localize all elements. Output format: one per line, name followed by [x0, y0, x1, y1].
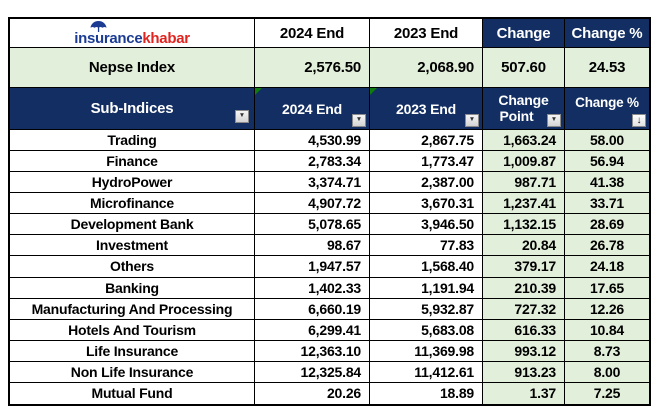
cell-index-name[interactable]: Development Bank [10, 214, 255, 236]
cell-2023-end[interactable]: 1,191.94 [370, 277, 483, 299]
cell-index-name[interactable]: Mutual Fund [10, 382, 255, 404]
cell-change-point[interactable]: 1,009.87 [483, 151, 565, 173]
subheader-cell-sub-indices[interactable]: Sub-Indices ▼ [10, 88, 255, 130]
cell-change-point[interactable]: 913.23 [483, 361, 565, 383]
header-cell-change[interactable]: Change [483, 19, 565, 48]
cell-2023-end[interactable]: 2,387.00 [370, 172, 483, 194]
cell-2023-end[interactable]: 1,568.40 [370, 256, 483, 278]
subheader-cell-change-pct[interactable]: Change % ↓ [565, 88, 649, 130]
subheader-2024-label: 2024 End [282, 100, 342, 117]
subheader-change-pct-label: Change % [575, 95, 639, 110]
nepse-indices-table: insurancekhabar 2024 End 2023 End Change… [8, 17, 651, 406]
subheader-cell-2023-end[interactable]: 2023 End ▼ [370, 88, 483, 130]
cell-change-pct[interactable]: 12.26 [565, 298, 649, 320]
subheader-label: Sub-Indices [90, 100, 174, 117]
cell-change-pct[interactable]: 7.25 [565, 382, 649, 404]
cell-2023-end[interactable]: 1,773.47 [370, 151, 483, 173]
cell-2024-end[interactable]: 4,530.99 [255, 130, 370, 152]
cell-change-pct[interactable]: 8.00 [565, 361, 649, 383]
cell-change-point[interactable]: 727.32 [483, 298, 565, 320]
cell-index-name[interactable]: Hotels And Tourism [10, 319, 255, 341]
summary-cell-change-pct[interactable]: 24.53 [565, 48, 649, 88]
subheader-change-line1: Change [498, 92, 549, 109]
cell-2024-end[interactable]: 1,947.57 [255, 256, 370, 278]
cell-change-pct[interactable]: 58.00 [565, 130, 649, 152]
filter-dropdown-icon[interactable]: ▼ [352, 114, 366, 127]
cell-2023-end[interactable]: 11,412.61 [370, 361, 483, 383]
cell-index-name[interactable]: Finance [10, 151, 255, 173]
cell-change-pct[interactable]: 17.65 [565, 277, 649, 299]
cell-change-point[interactable]: 987.71 [483, 172, 565, 194]
cell-2024-end[interactable]: 6,660.19 [255, 298, 370, 320]
cell-change-point[interactable]: 616.33 [483, 319, 565, 341]
cell-change-point[interactable]: 1,132.15 [483, 214, 565, 236]
logo-text-khabar: khabar [142, 29, 190, 47]
insurancekhabar-logo: insurancekhabar [74, 20, 190, 47]
cell-change-pct[interactable]: 28.69 [565, 214, 649, 236]
cell-change-point[interactable]: 379.17 [483, 256, 565, 278]
cell-2024-end[interactable]: 12,325.84 [255, 361, 370, 383]
cell-change-pct[interactable]: 10.84 [565, 319, 649, 341]
subheader-cell-2024-end[interactable]: 2024 End ▼ [255, 88, 370, 130]
umbrella-icon [90, 20, 106, 32]
cell-change-pct[interactable]: 41.38 [565, 172, 649, 194]
cell-2024-end[interactable]: 4,907.72 [255, 193, 370, 215]
cell-change-point[interactable]: 20.84 [483, 235, 565, 257]
cell-2024-end[interactable]: 6,299.41 [255, 319, 370, 341]
cell-2023-end[interactable]: 3,670.31 [370, 193, 483, 215]
subheader-cell-change-point[interactable]: Change Point ▼ [483, 88, 565, 130]
cell-2023-end[interactable]: 18.89 [370, 382, 483, 404]
cell-2024-end[interactable]: 1,402.33 [255, 277, 370, 299]
sort-descending-filter-icon[interactable]: ↓ [632, 114, 646, 127]
header-cell-2024-end[interactable]: 2024 End [255, 19, 370, 48]
cell-change-pct[interactable]: 26.78 [565, 235, 649, 257]
cell-2024-end[interactable]: 2,783.34 [255, 151, 370, 173]
cell-change-point[interactable]: 993.12 [483, 340, 565, 362]
cell-index-name[interactable]: Non Life Insurance [10, 361, 255, 383]
cell-flag-triangle-icon [255, 88, 262, 95]
summary-cell-2024[interactable]: 2,576.50 [255, 48, 370, 88]
cell-change-point[interactable]: 210.39 [483, 277, 565, 299]
cell-index-name[interactable]: Microfinance [10, 193, 255, 215]
cell-index-name[interactable]: HydroPower [10, 172, 255, 194]
cell-change-pct[interactable]: 33.71 [565, 193, 649, 215]
cell-change-point[interactable]: 1,237.41 [483, 193, 565, 215]
cell-index-name[interactable]: Others [10, 256, 255, 278]
cell-2023-end[interactable]: 11,369.98 [370, 340, 483, 362]
filter-dropdown-icon[interactable]: ▼ [465, 114, 479, 127]
cell-index-name[interactable]: Investment [10, 235, 255, 257]
header-cell-change-pct[interactable]: Change % [565, 19, 649, 48]
cell-2023-end[interactable]: 77.83 [370, 235, 483, 257]
logo-text-insurance: insurance [74, 29, 143, 47]
cell-2023-end[interactable]: 2,867.75 [370, 130, 483, 152]
cell-2023-end[interactable]: 5,683.08 [370, 319, 483, 341]
subheader-2023-label: 2023 End [396, 100, 456, 117]
summary-cell-change[interactable]: 507.60 [483, 48, 565, 88]
cell-change-point[interactable]: 1,663.24 [483, 130, 565, 152]
cell-flag-triangle-icon [370, 88, 377, 95]
cell-2024-end[interactable]: 98.67 [255, 235, 370, 257]
cell-change-point[interactable]: 1.37 [483, 382, 565, 404]
header-cell-2023-end[interactable]: 2023 End [370, 19, 483, 48]
cell-index-name[interactable]: Trading [10, 130, 255, 152]
summary-cell-2023[interactable]: 2,068.90 [370, 48, 483, 88]
cell-change-pct[interactable]: 56.94 [565, 151, 649, 173]
cell-change-pct[interactable]: 24.18 [565, 256, 649, 278]
cell-2024-end[interactable]: 5,078.65 [255, 214, 370, 236]
cell-2023-end[interactable]: 3,946.50 [370, 214, 483, 236]
summary-cell-label[interactable]: Nepse Index [10, 48, 255, 88]
cell-change-pct[interactable]: 8.73 [565, 340, 649, 362]
subheader-change-line2: Point [499, 107, 534, 124]
cell-2023-end[interactable]: 5,932.87 [370, 298, 483, 320]
cell-2024-end[interactable]: 3,374.71 [255, 172, 370, 194]
cell-index-name[interactable]: Manufacturing And Processing [10, 298, 255, 320]
logo-cell: insurancekhabar [10, 19, 255, 48]
filter-dropdown-icon[interactable]: ▼ [547, 114, 561, 127]
cell-2024-end[interactable]: 12,363.10 [255, 340, 370, 362]
cell-index-name[interactable]: Life Insurance [10, 340, 255, 362]
cell-2024-end[interactable]: 20.26 [255, 382, 370, 404]
filter-dropdown-icon[interactable]: ▼ [235, 110, 249, 123]
cell-index-name[interactable]: Banking [10, 277, 255, 299]
